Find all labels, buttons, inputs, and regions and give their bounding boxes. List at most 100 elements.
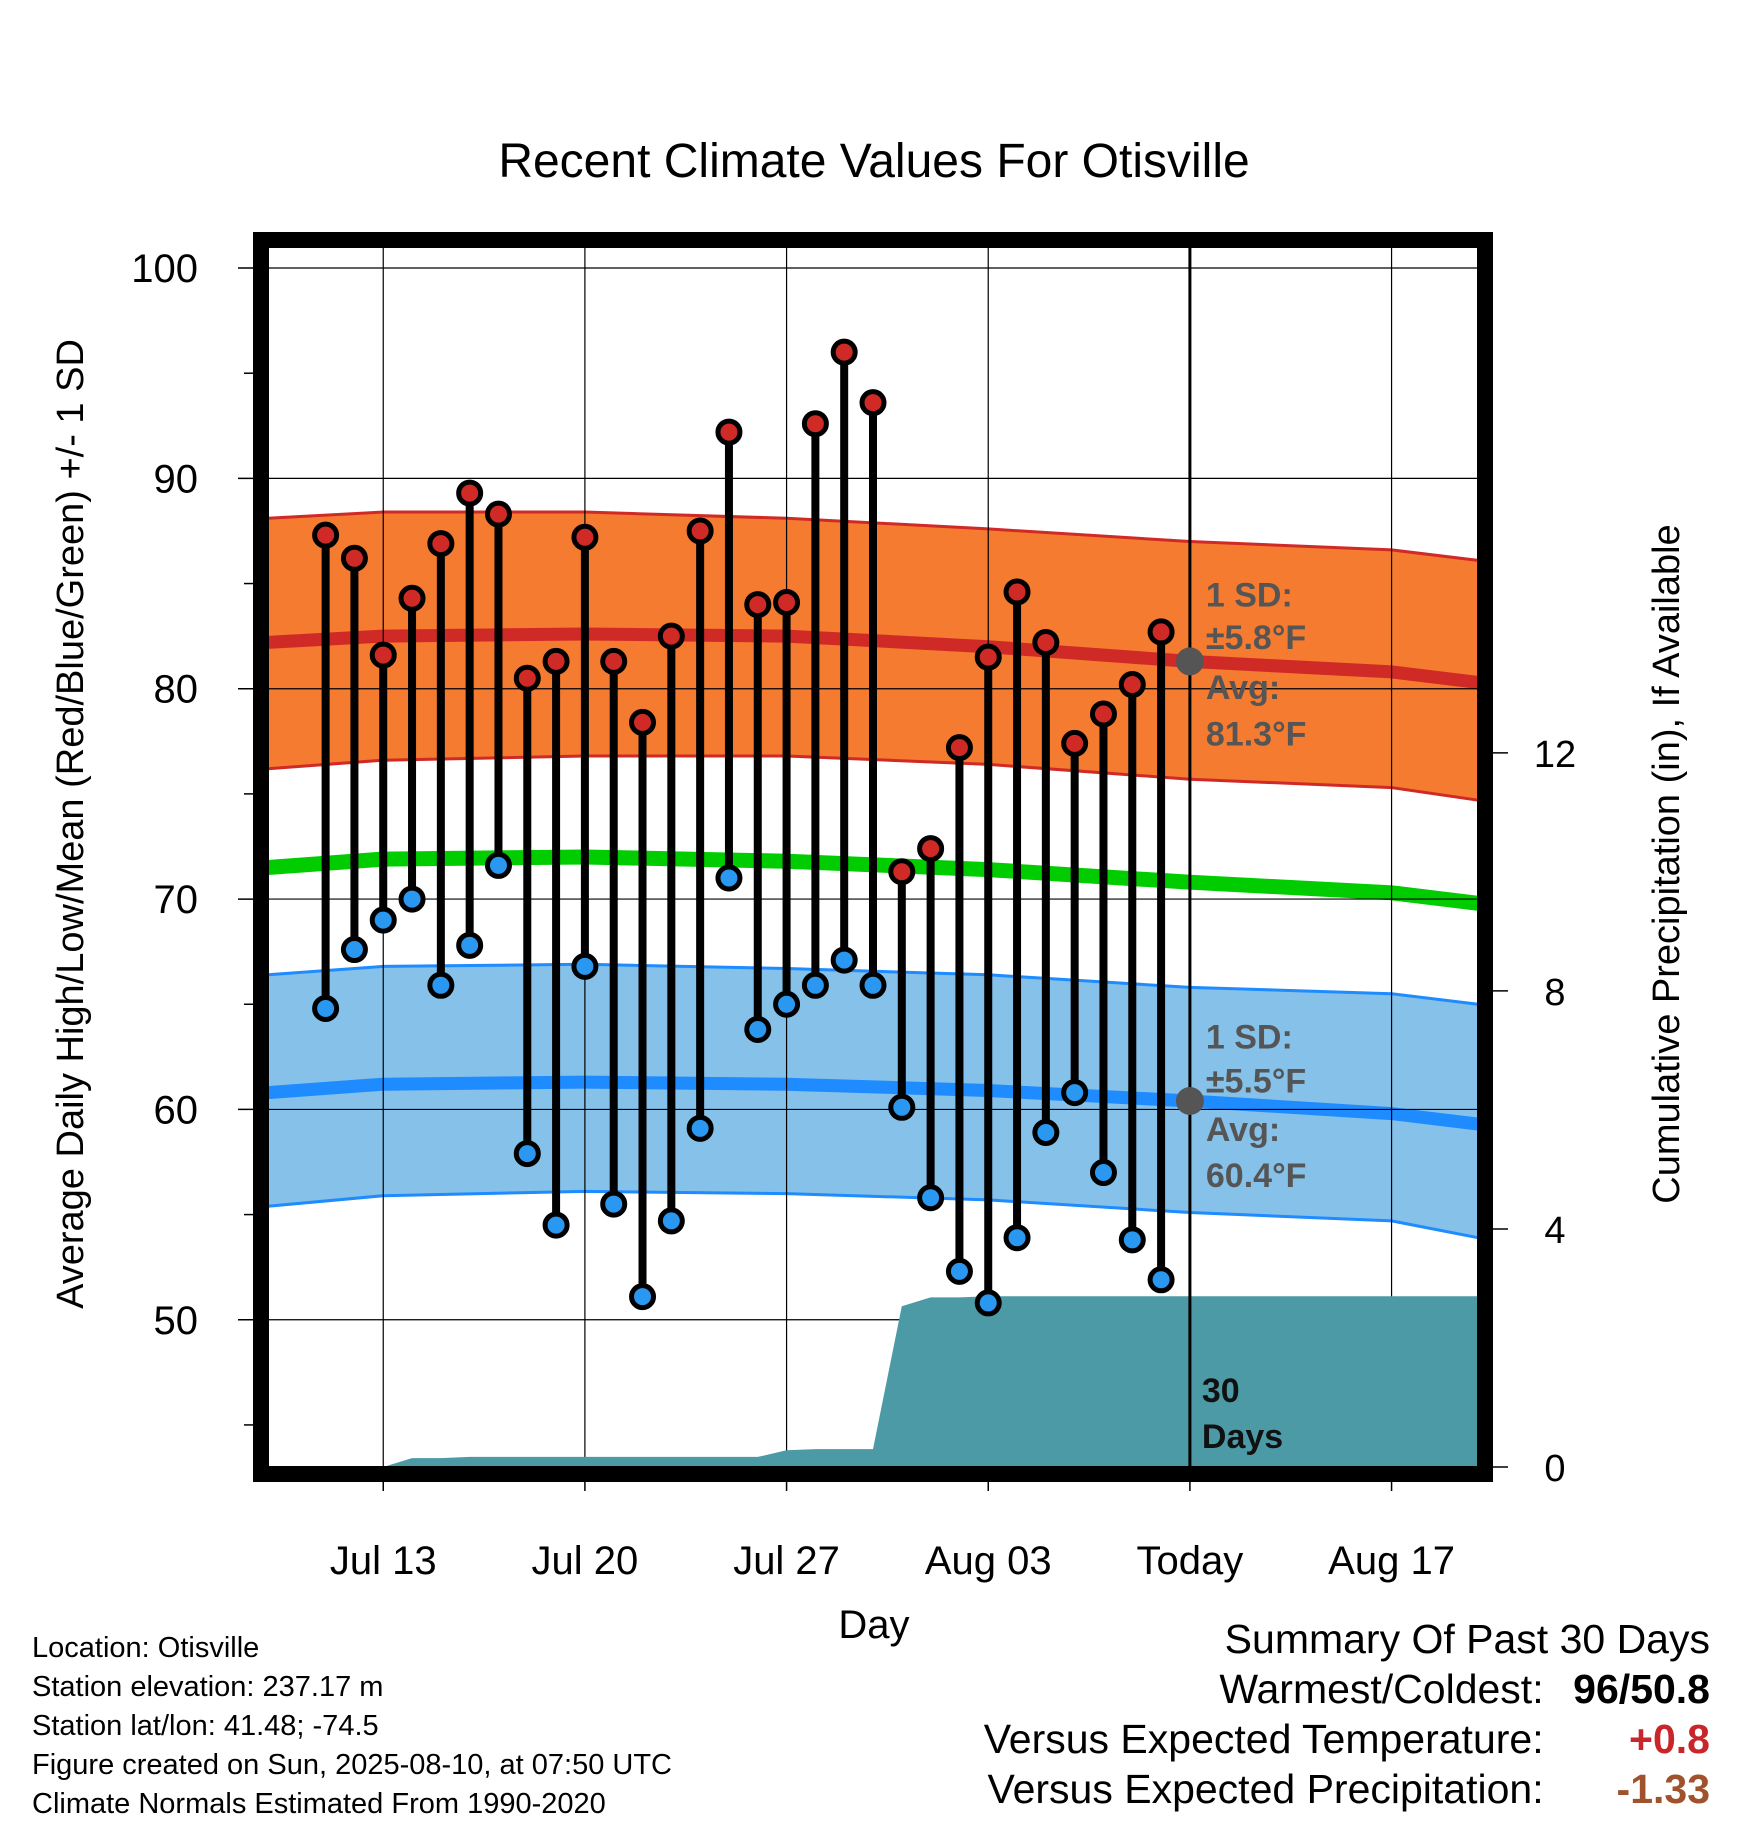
x-axis-label: Day bbox=[838, 1603, 909, 1647]
y2-tick-label: 4 bbox=[1544, 1210, 1565, 1252]
daily-high-marker bbox=[945, 734, 973, 762]
daily-low-marker bbox=[888, 1093, 916, 1121]
daily-high-marker bbox=[312, 521, 340, 549]
daily-low-marker bbox=[1032, 1119, 1060, 1147]
figure-created: Figure created on Sun, 2025-08-10, at 07… bbox=[32, 1749, 672, 1781]
daily-high-marker bbox=[744, 591, 772, 619]
low-sd-value: ±5.5°F bbox=[1206, 1063, 1306, 1101]
daily-low-marker bbox=[600, 1190, 628, 1218]
low-band-lower-edge bbox=[267, 1189, 1479, 1240]
x-tick-label: Aug 03 bbox=[925, 1539, 1052, 1583]
plot-frame bbox=[253, 232, 1493, 1482]
summary-panel: Summary Of Past 30 Days Warmest/Coldest:… bbox=[984, 1614, 1710, 1814]
daily-low-marker bbox=[456, 931, 484, 959]
low-normal-line bbox=[267, 1075, 1479, 1131]
daily-low-marker bbox=[571, 952, 599, 980]
daily-high-marker bbox=[1089, 700, 1117, 728]
high-avg-value: 81.3°F bbox=[1206, 716, 1307, 754]
chart-title: Recent Climate Values For Otisville bbox=[498, 135, 1249, 188]
y2-tick-label: 0 bbox=[1544, 1448, 1565, 1490]
x-tick-label: Jul 20 bbox=[532, 1539, 639, 1583]
daily-high-marker bbox=[888, 858, 916, 886]
high-band-lower-edge bbox=[267, 754, 1479, 802]
station-location: Location: Otisville bbox=[32, 1632, 260, 1664]
y-tick-label: 90 bbox=[154, 457, 199, 501]
daily-low-marker bbox=[629, 1283, 657, 1311]
climate-normals-note: Climate Normals Estimated From 1990-2020 bbox=[32, 1788, 606, 1820]
daily-low-marker bbox=[744, 1015, 772, 1043]
today-high-normal-marker bbox=[1175, 647, 1204, 676]
daily-low-marker bbox=[715, 864, 743, 892]
precip-departure-value: -1.33 bbox=[1616, 1766, 1710, 1812]
warmest-coldest-label: Warmest/Coldest: bbox=[1219, 1666, 1544, 1712]
y-axis-label: Average Daily High/Low/Mean (Red/Blue/Gr… bbox=[50, 339, 92, 1309]
y2-axis-label: Cumulative Precipitation (in), If Availa… bbox=[1646, 524, 1688, 1203]
temp-departure-value: +0.8 bbox=[1629, 1716, 1710, 1762]
daily-high-marker bbox=[427, 530, 455, 558]
x-tick-label: Today bbox=[1137, 1539, 1244, 1583]
daily-high-marker bbox=[456, 479, 484, 507]
warmest-coldest-value: 96/50.8 bbox=[1555, 1664, 1710, 1714]
daily-low-marker bbox=[801, 971, 829, 999]
daily-low-marker bbox=[945, 1257, 973, 1285]
daily-high-marker bbox=[715, 418, 743, 446]
daily-high-marker bbox=[1118, 671, 1146, 699]
station-latlon: Station lat/lon: 41.48; -74.5 bbox=[32, 1710, 379, 1742]
daily-high-marker bbox=[369, 641, 397, 669]
daily-low-marker bbox=[917, 1184, 945, 1212]
low-band-upper-edge bbox=[267, 962, 1479, 1006]
high-sd-label: 1 SD: bbox=[1206, 577, 1293, 615]
coldest-value: 50.8 bbox=[1630, 1666, 1710, 1712]
high-avg-label: Avg: bbox=[1206, 669, 1280, 707]
high-band-upper-edge bbox=[267, 510, 1479, 562]
daily-low-marker bbox=[773, 990, 801, 1018]
y2-tick-label: 8 bbox=[1544, 972, 1565, 1014]
summary-title: Summary Of Past 30 Days bbox=[1224, 1616, 1710, 1662]
daily-low-marker bbox=[1147, 1266, 1175, 1294]
daily-low-marker bbox=[859, 971, 887, 999]
daily-high-marker bbox=[1032, 628, 1060, 656]
warmest-value: 96 bbox=[1573, 1666, 1619, 1712]
y-tick-label: 60 bbox=[154, 1088, 199, 1132]
daily-low-marker bbox=[657, 1207, 685, 1235]
daily-high-marker bbox=[600, 647, 628, 675]
daily-high-marker bbox=[629, 708, 657, 736]
daily-high-marker bbox=[974, 643, 1002, 671]
x-tick-label: Jul 13 bbox=[330, 1539, 437, 1583]
daily-low-marker bbox=[369, 906, 397, 934]
daily-markers bbox=[312, 338, 1175, 1317]
daily-stems bbox=[321, 352, 1166, 1303]
precipitation-area-shape bbox=[268, 1296, 1478, 1467]
daily-high-marker bbox=[773, 588, 801, 616]
daily-low-marker bbox=[1003, 1224, 1031, 1252]
high-normal-line bbox=[267, 627, 1479, 689]
precip-departure-row: Versus Expected Precipitation: -1.33 bbox=[984, 1764, 1711, 1814]
daily-low-marker bbox=[513, 1140, 541, 1168]
y-tick-label: 100 bbox=[131, 247, 198, 291]
today-low-normal-marker bbox=[1175, 1087, 1204, 1115]
low-avg-value: 60.4°F bbox=[1206, 1157, 1307, 1195]
daily-high-marker bbox=[398, 584, 426, 612]
daily-low-marker bbox=[398, 885, 426, 913]
low-sd-label: 1 SD: bbox=[1206, 1018, 1293, 1056]
daily-low-marker bbox=[542, 1211, 570, 1239]
chart-axes: 100 90 80 70 60 50 0 4 8 12 Jul 13 Jul 20 Jul 27 Aug … bbox=[131, 232, 1576, 1583]
y-tick-label: 50 bbox=[154, 1299, 199, 1343]
daily-low-marker bbox=[312, 994, 340, 1022]
daily-high-marker bbox=[830, 338, 858, 366]
daily-high-marker bbox=[801, 410, 829, 438]
low-avg-label: Avg: bbox=[1206, 1111, 1280, 1149]
daily-low-marker bbox=[1118, 1226, 1146, 1254]
value-separator: / bbox=[1618, 1666, 1631, 1712]
daily-low-marker bbox=[1061, 1079, 1089, 1107]
daily-low-marker bbox=[974, 1289, 1002, 1317]
daily-high-marker bbox=[1147, 618, 1175, 646]
daily-high-marker bbox=[340, 544, 368, 572]
y-tick-label: 80 bbox=[154, 668, 199, 712]
station-info: Location: Otisville Station elevation: 2… bbox=[32, 1629, 672, 1824]
y-tick-label: 70 bbox=[154, 878, 199, 922]
precip-departure-label: Versus Expected Precipitation: bbox=[987, 1766, 1544, 1812]
days-label-word: Days bbox=[1202, 1418, 1283, 1456]
daily-low-marker bbox=[830, 946, 858, 974]
